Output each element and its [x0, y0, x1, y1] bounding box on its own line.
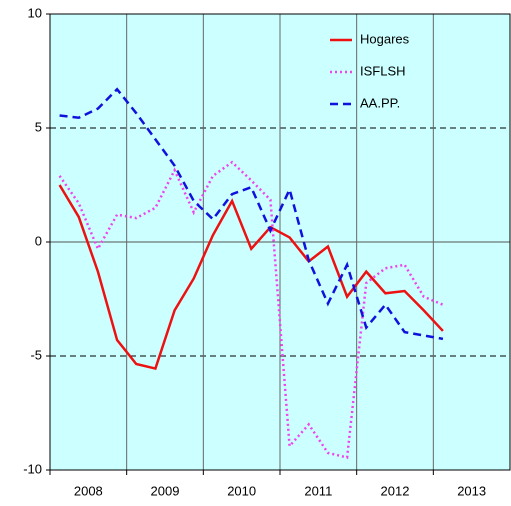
x-tick-label: 2009 — [151, 483, 180, 498]
x-tick-label: 2012 — [381, 483, 410, 498]
legend-label: AA.PP. — [360, 95, 400, 110]
x-tick-label: 2008 — [74, 483, 103, 498]
y-tick-label: 5 — [35, 119, 42, 134]
series-line — [59, 87, 444, 341]
y-tick-label: 0 — [35, 233, 42, 248]
y-tick-label: -10 — [23, 461, 42, 476]
series-line — [58, 184, 444, 371]
series-line — [58, 160, 444, 460]
x-tick-label: 2013 — [457, 483, 486, 498]
legend-label: ISFLSH — [360, 63, 406, 78]
x-tick-label: 2011 — [304, 483, 332, 498]
plot-border — [49, 13, 511, 471]
y-tick-label: -5 — [30, 347, 42, 362]
legend-label: Hogares — [360, 31, 410, 46]
y-tick-label: 10 — [28, 5, 42, 20]
x-tick-label: 2010 — [227, 483, 256, 498]
